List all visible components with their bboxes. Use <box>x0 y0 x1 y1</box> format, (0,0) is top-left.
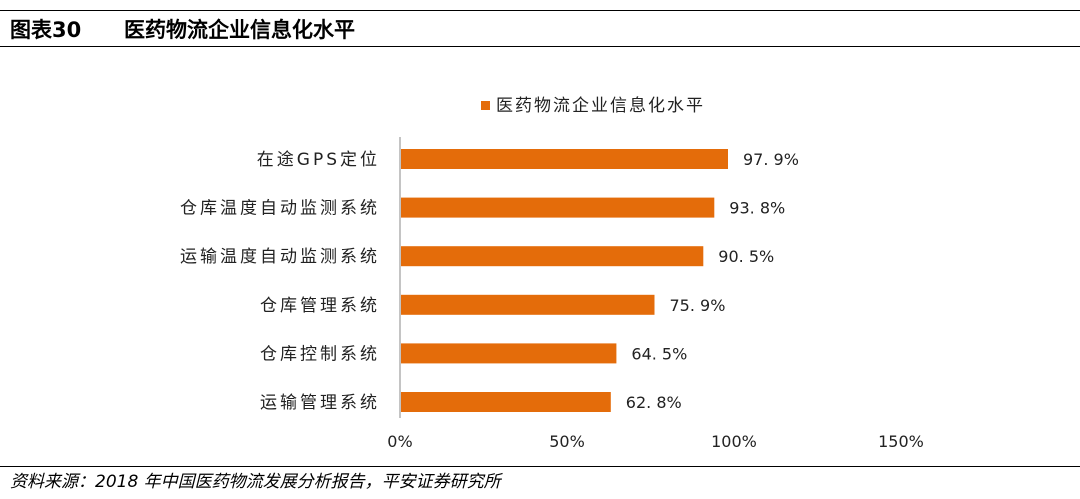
bar <box>401 392 611 412</box>
value-label: 75. 9% <box>670 296 726 315</box>
bar <box>401 246 704 267</box>
value-label: 97. 9% <box>743 150 799 169</box>
category-label: 在途GPS定位 <box>257 150 380 170</box>
bar <box>401 149 728 169</box>
legend-swatch <box>481 101 490 110</box>
category-label: 仓库控制系统 <box>260 344 380 364</box>
figure-source: 资料来源：2018 年中国医药物流发展分析报告，平安证券研究所 <box>0 466 1080 499</box>
header-bottom-rule <box>0 46 1080 47</box>
category-label: 运输温度自动监测系统 <box>180 247 380 267</box>
bar-chart: 医药物流企业信息化水平 在途GPS定位仓库温度自动监测系统 运输温度自动监测系统仓… <box>0 48 1080 464</box>
chart-canvas: 医药物流企业信息化水平 在途GPS定位仓库温度自动监测系统运输温度自动监测系统仓… <box>180 96 924 451</box>
chart-legend: 医药物流企业信息化水平 <box>481 96 705 116</box>
figure-title: 医药物流企业信息化水平 <box>124 18 355 42</box>
x-tick-label: 50% <box>549 432 585 451</box>
x-tick-labels: 0% 50% 100% 150% <box>387 432 924 451</box>
category-label: 仓库温度自动监测系统 <box>180 199 380 219</box>
bar <box>401 294 655 315</box>
figure-label: 图表30 <box>10 18 82 42</box>
value-label: 93. 8% <box>729 199 785 218</box>
source-note: 资料来源：2018 年中国医药物流发展分析报告，平安证券研究所 <box>10 472 501 492</box>
category-labels: 在途GPS定位仓库温度自动监测系统运输温度自动监测系统仓库管理系统仓库控制系统运… <box>180 150 380 413</box>
value-labels: 97. 9% 93. 8% 90. 5% 75. 9% 64. 5% 62. 8% <box>626 150 799 412</box>
bar <box>401 197 715 218</box>
header-top-rule <box>0 10 1080 11</box>
legend-label: 医药物流企业信息化水平 <box>496 96 705 116</box>
category-label: 仓库管理系统 <box>260 296 380 316</box>
bar <box>401 343 617 364</box>
value-label: 62. 8% <box>626 393 682 412</box>
x-tick-label: 100% <box>711 432 757 451</box>
figure-header: 图表30 医药物流企业信息化水平 <box>0 0 1080 48</box>
value-label: 64. 5% <box>631 344 687 363</box>
category-label: 运输管理系统 <box>260 393 380 413</box>
bar-series <box>401 149 728 412</box>
x-tick-label: 0% <box>387 432 412 451</box>
x-tick-label: 150% <box>878 432 924 451</box>
value-label: 90. 5% <box>718 247 774 266</box>
